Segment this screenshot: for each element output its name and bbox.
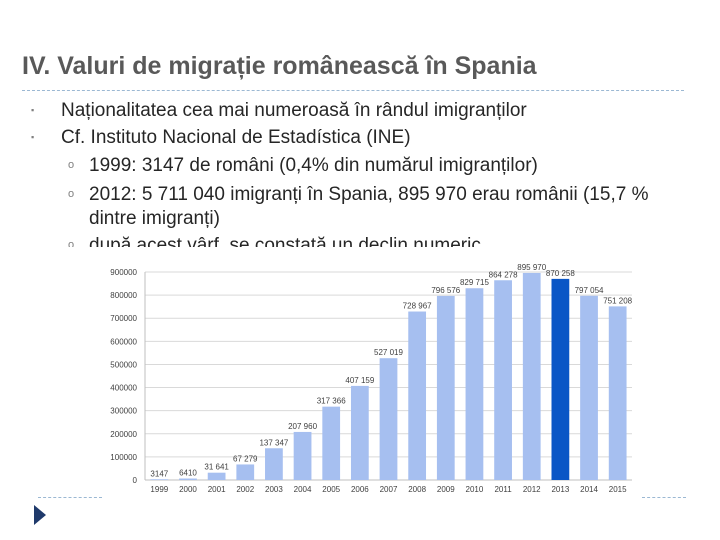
- bar-2006: [350, 385, 369, 480]
- data-label: 895 970: [517, 263, 546, 272]
- data-label: 527 019: [374, 348, 403, 357]
- bar-2005: [322, 406, 341, 480]
- square-bullet-icon: ▪: [31, 132, 35, 142]
- circle-bullet-icon: o: [68, 239, 75, 247]
- bullet-list: ▪ Naționalitatea cea mai numeroasă în râ…: [30, 97, 670, 247]
- next-slide-arrow-icon[interactable]: [34, 505, 46, 525]
- bar-2003: [265, 448, 283, 480]
- bar-2009: [436, 295, 455, 480]
- data-label: 864 278: [489, 270, 518, 279]
- footer-divider-left: [38, 497, 102, 498]
- data-label: 829 715: [460, 278, 489, 287]
- data-label: 751 208: [603, 296, 632, 305]
- data-label: 797 054: [575, 286, 604, 295]
- sub-bullet-text: 2012: 5 711 040 imigranți în Spania, 895…: [89, 184, 649, 229]
- bar-1999: [150, 479, 169, 480]
- x-tick-label: 2010: [466, 485, 484, 494]
- bullet-text: Cf. Instituto Nacional de Estadística (I…: [61, 127, 411, 148]
- bullet-item: ▪ Naționalitatea cea mai numeroasă în râ…: [30, 97, 670, 124]
- data-label: 67 279: [233, 454, 258, 463]
- bar-2012: [522, 272, 541, 480]
- x-tick-label: 2014: [580, 485, 598, 494]
- x-tick-label: 2008: [408, 485, 426, 494]
- sub-bullet-text: 1999: 3147 de români (0,4% din numărul i…: [89, 155, 538, 176]
- y-tick-label: 900000: [110, 268, 137, 277]
- x-tick-label: 2013: [551, 485, 569, 494]
- y-tick-label: 100000: [110, 453, 137, 462]
- data-label: 317 366: [317, 397, 346, 406]
- data-label: 407 159: [345, 376, 374, 385]
- x-tick-label: 2011: [494, 485, 512, 494]
- bar-2010: [465, 288, 484, 480]
- x-tick-label: 2003: [265, 485, 283, 494]
- x-tick-label: 2009: [437, 485, 455, 494]
- data-label: 3147: [150, 469, 168, 478]
- x-tick-label: 2000: [179, 485, 197, 494]
- y-tick-label: 700000: [110, 314, 137, 323]
- title-divider: [22, 90, 684, 91]
- x-tick-label: 2007: [380, 485, 398, 494]
- sub-bullet-item: o 2012: 5 711 040 imigranți în Spania, 8…: [60, 180, 670, 231]
- bar-2013: [551, 278, 570, 480]
- circle-bullet-icon: o: [68, 159, 75, 171]
- bar-2000: [179, 478, 197, 480]
- x-tick-label: 2006: [351, 485, 369, 494]
- y-tick-label: 500000: [110, 360, 137, 369]
- x-tick-label: 2005: [322, 485, 340, 494]
- bar-2008: [408, 311, 427, 480]
- y-tick-label: 400000: [110, 384, 137, 393]
- bar-2001: [207, 472, 226, 480]
- data-label: 728 967: [403, 302, 432, 311]
- bullet-text: Naționalitatea cea mai numeroasă în rând…: [61, 100, 527, 121]
- y-tick-label: 600000: [110, 337, 137, 346]
- bullet-item: ▪ Cf. Instituto Nacional de Estadística …: [30, 124, 670, 151]
- x-tick-label: 2004: [294, 485, 312, 494]
- data-label: 6410: [179, 469, 197, 478]
- square-bullet-icon: ▪: [31, 105, 35, 115]
- bar-chart-svg: 0 100000 200000 300000 400000 500000 600000 700…: [110, 263, 632, 494]
- x-tick-label: 2015: [609, 485, 627, 494]
- bar-2014: [580, 295, 598, 480]
- slide-title: IV. Valuri de migrație românească în Spa…: [22, 52, 537, 80]
- bar-2004: [293, 431, 312, 480]
- data-label: 796 576: [431, 286, 460, 295]
- footer-divider-right: [642, 497, 686, 498]
- x-tick-label: 2001: [208, 485, 226, 494]
- bar-2015: [608, 306, 627, 480]
- y-tick-label: 800000: [110, 291, 137, 300]
- data-label: 870 258: [546, 269, 575, 278]
- bar-2002: [236, 464, 255, 480]
- y-tick-label: 200000: [110, 430, 137, 439]
- bar-2007: [379, 358, 398, 480]
- bar-chart: 0 100000 200000 300000 400000 500000 600000 700…: [100, 248, 640, 498]
- y-tick-label: 0: [133, 476, 138, 485]
- sub-bullet-item: o 1999: 3147 de români (0,4% din numărul…: [60, 151, 670, 180]
- circle-bullet-icon: o: [68, 188, 75, 200]
- x-tick-label: 2012: [523, 485, 541, 494]
- x-tick-label: 1999: [150, 485, 168, 494]
- data-label: 207 960: [288, 422, 317, 431]
- sub-bullet-text: după acest vârf, se constată un declin n…: [89, 235, 481, 247]
- data-label: 137 347: [259, 438, 288, 447]
- x-tick-label: 2002: [236, 485, 254, 494]
- bar-2011: [494, 280, 512, 480]
- data-label: 31 641: [204, 463, 229, 472]
- y-tick-label: 300000: [110, 407, 137, 416]
- sub-bullet-item: o după acest vârf, se constată un declin…: [60, 231, 670, 247]
